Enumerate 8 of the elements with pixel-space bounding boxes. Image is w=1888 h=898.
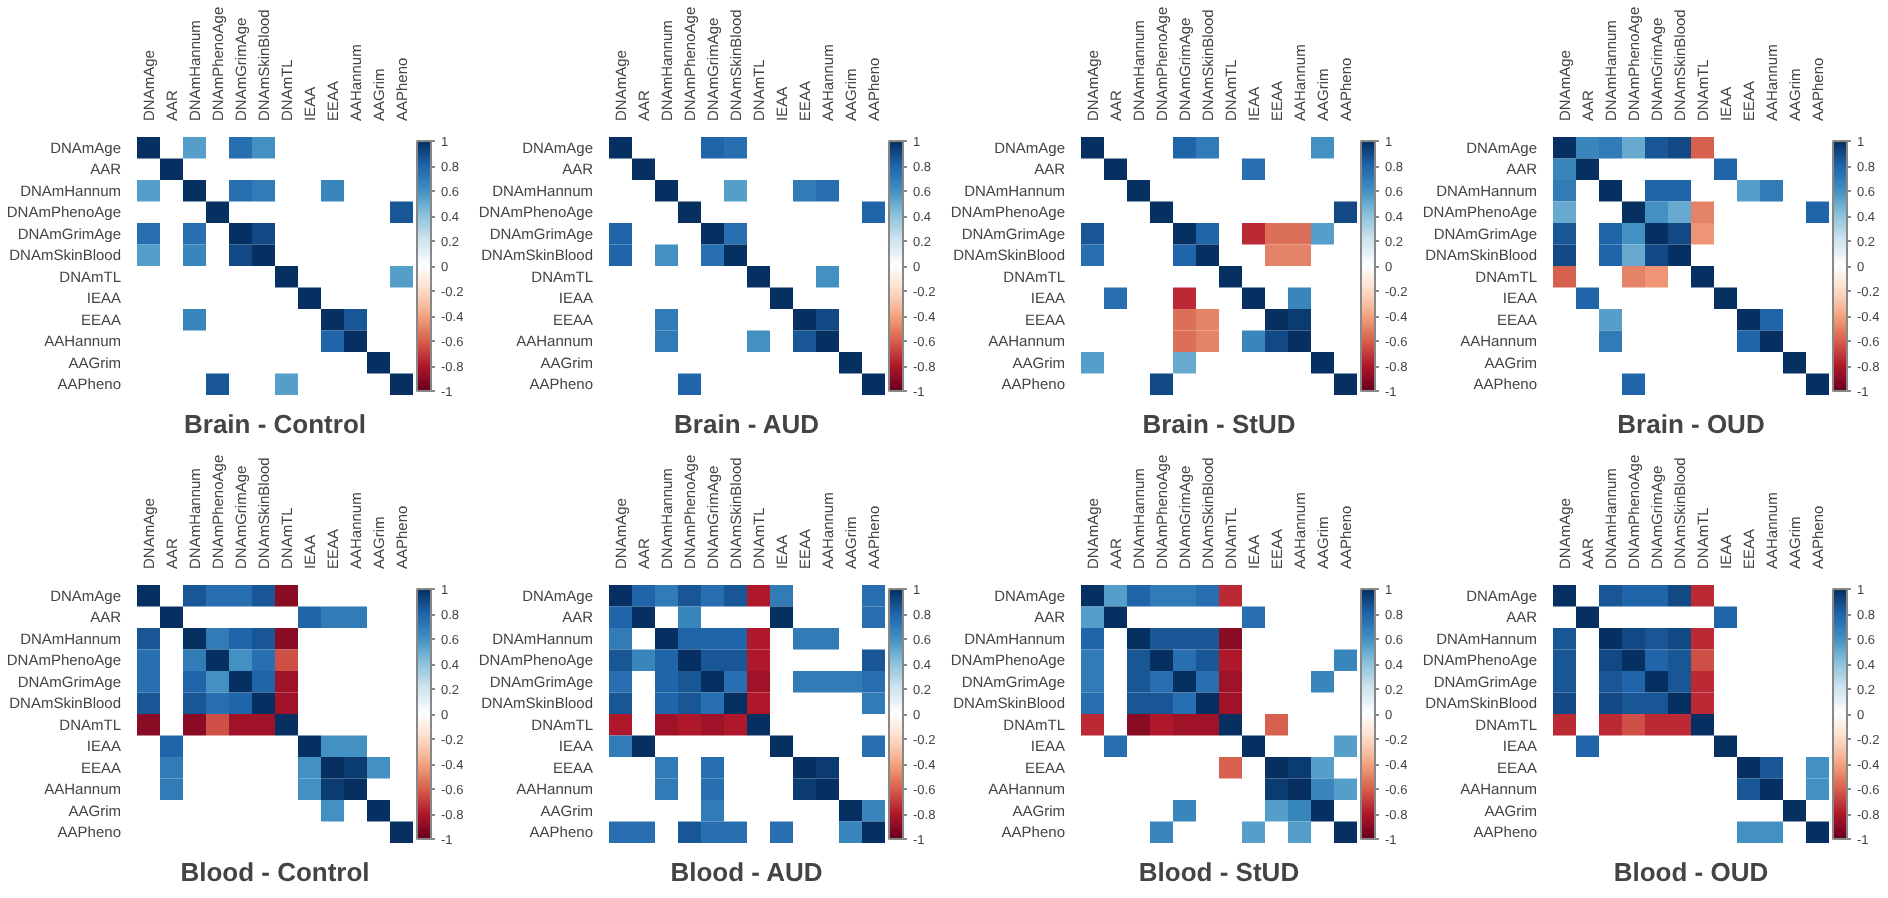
text: Blood - AUD <box>670 857 823 887</box>
text: Blood - StUD <box>1138 857 1300 887</box>
text: Brain - OUD <box>1617 409 1765 439</box>
text: Brain - Control <box>184 409 367 439</box>
text: Brain - AUD <box>674 409 819 439</box>
text: Brain - StUD <box>1142 409 1296 439</box>
text: Blood - OUD <box>1613 857 1769 887</box>
text: Blood - Control <box>180 857 370 887</box>
